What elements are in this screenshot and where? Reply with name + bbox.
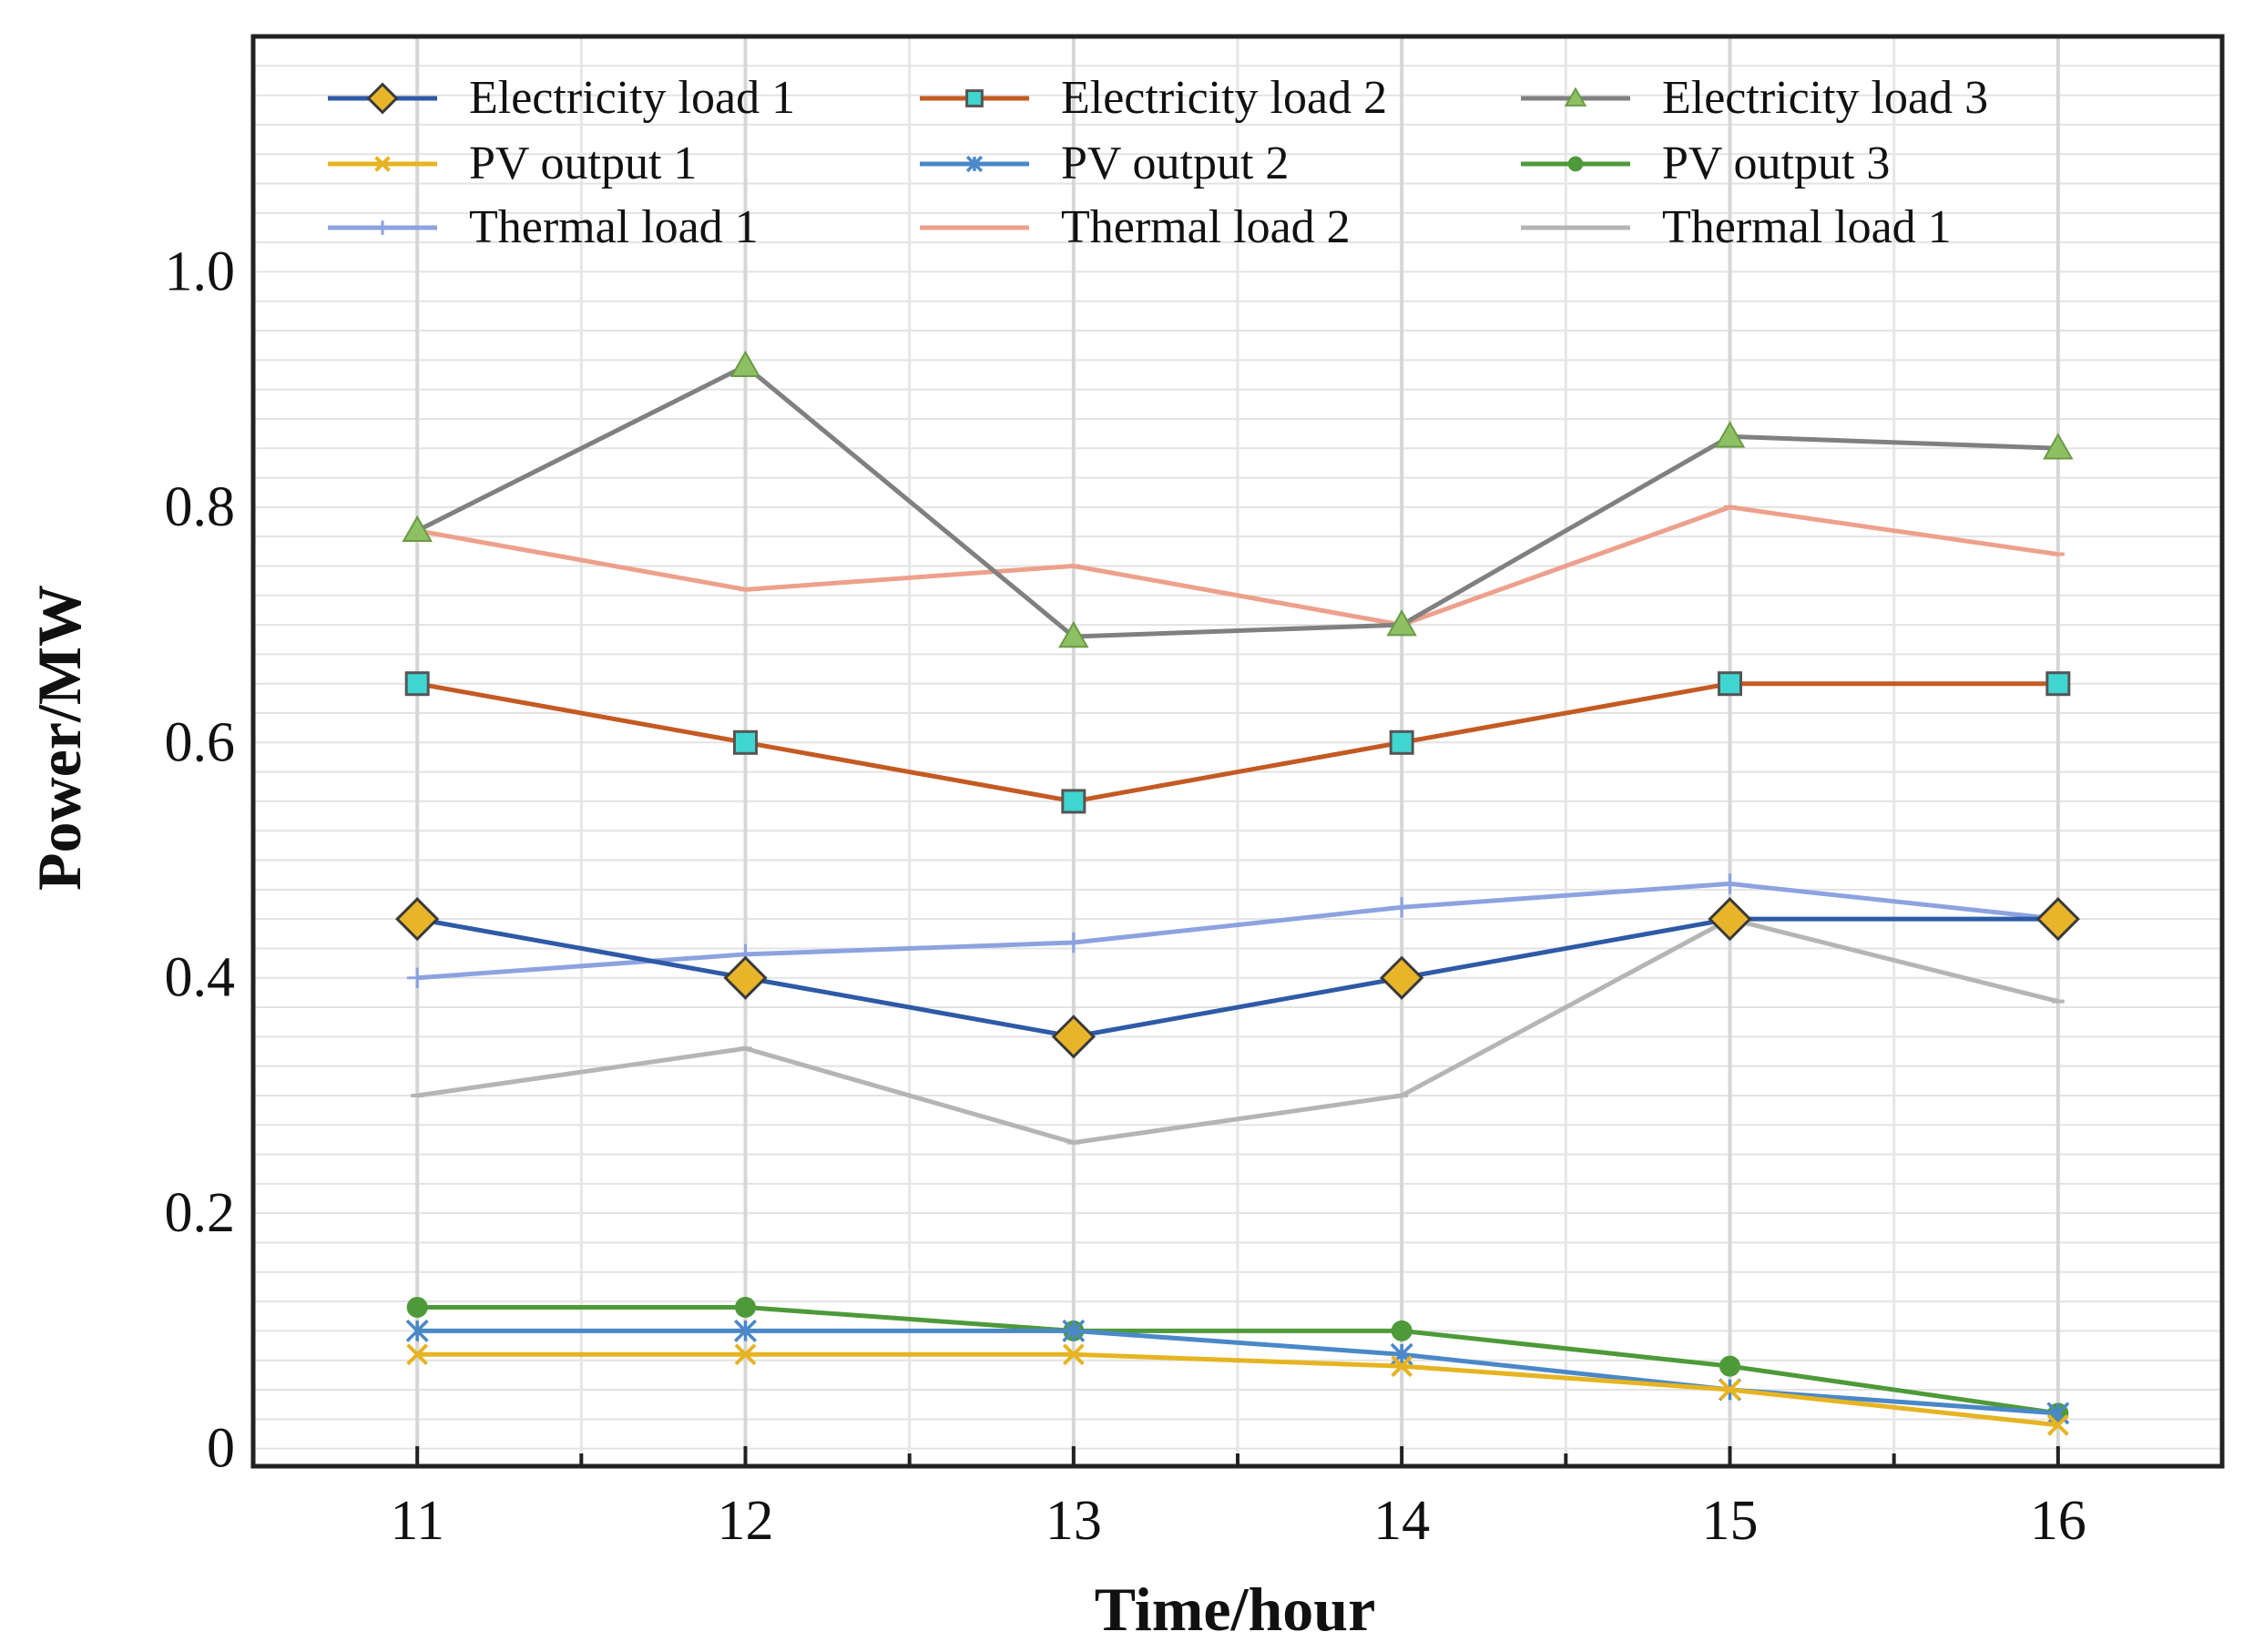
data-point-marker xyxy=(733,729,758,755)
series-line xyxy=(417,1305,2059,1416)
data-point-marker xyxy=(2035,897,2080,942)
legend-item: Electricity load 1 xyxy=(328,72,795,124)
data-point-marker xyxy=(404,671,430,697)
data-point-marker xyxy=(374,156,391,172)
series-line xyxy=(417,1351,2059,1428)
legend-label: PV output 2 xyxy=(1061,138,1289,189)
data-point-marker xyxy=(1719,1379,1741,1401)
x-tick-label: 16 xyxy=(2030,1490,2086,1552)
x-tick-label: 14 xyxy=(1373,1490,1430,1552)
series-line xyxy=(416,916,2058,1039)
series-3 xyxy=(402,350,2074,648)
legend-item: Thermal load 1 xyxy=(1521,201,1952,253)
data-point-marker xyxy=(1719,1355,1740,1377)
x-tick-label: 11 xyxy=(390,1490,444,1552)
data-point-marker xyxy=(402,515,433,542)
legend-label: Thermal load 1 xyxy=(1662,201,1952,253)
legend-item: Thermal load 1 xyxy=(328,201,759,253)
y-axis-title: Power/MW xyxy=(25,585,94,891)
legend-label: Thermal load 2 xyxy=(1061,201,1351,253)
data-point-marker xyxy=(735,1297,756,1319)
legend-item: Thermal load 2 xyxy=(920,201,1351,253)
tick-layer: 11 12 13 14 15 16 0 0.2 0.4 0.6 0.8 1.0 xyxy=(165,240,2086,1552)
data-point-marker xyxy=(723,955,768,1000)
x-tick-label: 13 xyxy=(1046,1490,1102,1552)
legend-label: PV output 1 xyxy=(469,138,697,189)
y-tick-label: 0.8 xyxy=(165,476,236,538)
data-point-marker xyxy=(965,89,984,107)
data-point-marker xyxy=(1061,789,1086,814)
data-point-marker xyxy=(1063,932,1085,953)
legend: Electricity load 1 Electricity load 2 Elec… xyxy=(328,72,1988,253)
data-point-marker xyxy=(2043,433,2074,460)
y-tick-label: 0.4 xyxy=(165,947,236,1009)
x-axis-title: Time/hour xyxy=(1095,1575,1376,1644)
series-line xyxy=(416,505,2059,627)
series-4 xyxy=(406,1343,2069,1436)
data-point-marker xyxy=(366,82,399,115)
series-1 xyxy=(395,897,2080,1059)
plot-frame xyxy=(250,34,2225,1469)
data-point-marker xyxy=(375,220,390,235)
series-2 xyxy=(404,671,2071,814)
data-point-marker xyxy=(1391,897,1413,918)
data-point-marker xyxy=(406,967,428,988)
data-point-marker xyxy=(1389,729,1414,755)
legend-label: Electricity load 2 xyxy=(1061,72,1387,124)
legend-item: Electricity load 3 xyxy=(1521,72,1988,124)
y-tick-label: 0.6 xyxy=(165,711,236,773)
data-point-marker xyxy=(395,897,440,942)
y-tick-label: 0.2 xyxy=(165,1182,236,1244)
data-point-marker xyxy=(406,1297,428,1319)
data-point-marker xyxy=(1380,955,1424,1000)
legend-label: Electricity load 1 xyxy=(469,72,795,124)
data-point-marker xyxy=(1567,156,1584,172)
data-point-marker xyxy=(1719,873,1740,894)
data-point-marker xyxy=(1058,620,1089,648)
data-point-marker xyxy=(1391,1355,1413,1378)
data-point-marker xyxy=(734,1343,757,1366)
data-point-marker xyxy=(1564,87,1587,107)
data-point-marker xyxy=(1718,671,1742,697)
legend-item: Electricity load 2 xyxy=(920,72,1387,124)
x-tick-label: 15 xyxy=(1702,1490,1759,1552)
data-point-marker xyxy=(2046,1413,2069,1436)
data-point-marker xyxy=(1391,1320,1413,1341)
data-point-marker xyxy=(729,350,761,378)
series-line xyxy=(416,916,2059,1146)
data-point-marker xyxy=(1714,421,1746,448)
data-point-marker xyxy=(1051,1015,1096,1059)
legend-item: PV output 3 xyxy=(1521,138,1890,189)
y-tick-label: 1.0 xyxy=(165,240,236,302)
data-point-marker xyxy=(1062,1319,1086,1342)
legend-label: PV output 3 xyxy=(1662,138,1890,189)
data-point-marker xyxy=(734,1319,757,1342)
legend-label: Thermal load 1 xyxy=(469,201,759,253)
data-point-marker xyxy=(405,1319,429,1342)
series-line xyxy=(416,881,2059,981)
data-point-marker xyxy=(1386,609,1417,637)
series-line xyxy=(416,681,2058,804)
legend-item: PV output 2 xyxy=(920,138,1289,189)
x-tick-label: 12 xyxy=(718,1490,774,1552)
grid-layer xyxy=(253,36,2222,1466)
data-point-marker xyxy=(965,155,984,173)
data-point-marker xyxy=(2045,671,2071,697)
data-point-marker xyxy=(406,1343,429,1366)
legend-item: PV output 1 xyxy=(328,138,697,189)
series-line xyxy=(416,363,2058,639)
y-tick-label: 0 xyxy=(207,1418,235,1480)
data-point-marker xyxy=(1708,897,1752,942)
data-point-marker xyxy=(1062,1343,1085,1366)
series-layer xyxy=(395,350,2080,1436)
legend-label: Electricity load 3 xyxy=(1662,72,1988,124)
